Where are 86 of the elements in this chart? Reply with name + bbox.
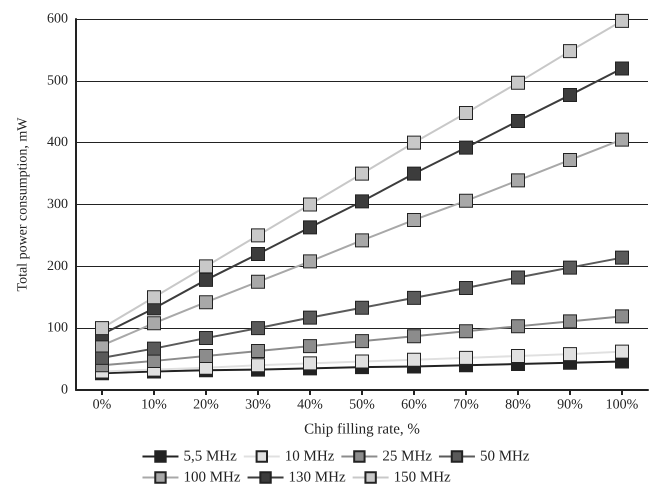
point bbox=[355, 194, 369, 208]
x-tick-label: 20% bbox=[193, 398, 220, 412]
y-tick-label: 0 bbox=[61, 382, 68, 398]
point bbox=[459, 324, 473, 338]
point bbox=[615, 132, 629, 147]
y-axis-title: Total power consumption, mW bbox=[16, 116, 30, 292]
y-tick-label: 400 bbox=[47, 135, 68, 150]
point bbox=[147, 342, 161, 356]
point bbox=[563, 152, 577, 167]
point bbox=[511, 76, 525, 90]
point bbox=[459, 140, 473, 155]
point bbox=[563, 44, 577, 58]
point bbox=[355, 166, 369, 181]
point bbox=[303, 254, 317, 268]
legend-label: 50 MHz bbox=[480, 448, 530, 464]
x-tick-label: 50% bbox=[349, 398, 376, 412]
x-tick-label: 40% bbox=[297, 398, 324, 412]
point bbox=[355, 300, 369, 315]
y-tick-label: 100 bbox=[47, 320, 68, 336]
point bbox=[303, 310, 317, 325]
point bbox=[407, 136, 421, 150]
x-axis-title: Chip filling rate, % bbox=[304, 422, 420, 438]
point bbox=[95, 321, 109, 336]
point bbox=[615, 14, 629, 28]
point bbox=[251, 274, 265, 289]
legend-label: 5,5 MHz bbox=[183, 448, 238, 464]
point bbox=[303, 198, 317, 212]
point bbox=[459, 194, 473, 208]
point bbox=[147, 354, 161, 368]
legend-label: 150 MHz bbox=[394, 470, 452, 486]
point bbox=[407, 352, 421, 367]
point bbox=[511, 173, 525, 188]
y-tick-label: 600 bbox=[47, 12, 68, 26]
point bbox=[459, 106, 473, 120]
point bbox=[615, 344, 629, 359]
point bbox=[615, 61, 629, 76]
point bbox=[251, 228, 265, 242]
point bbox=[511, 348, 525, 363]
point bbox=[407, 290, 421, 305]
y-tick-label: 500 bbox=[47, 73, 68, 88]
point bbox=[251, 246, 265, 261]
point bbox=[251, 358, 265, 372]
x-tick-label: 100% bbox=[606, 398, 639, 412]
point bbox=[563, 88, 577, 102]
point bbox=[303, 356, 317, 370]
point bbox=[251, 321, 265, 336]
point bbox=[563, 260, 577, 275]
point bbox=[199, 348, 213, 363]
x-tick-label: 80% bbox=[505, 398, 532, 412]
point bbox=[199, 295, 213, 310]
point bbox=[563, 347, 577, 362]
point bbox=[147, 290, 161, 304]
x-tick-label: 0% bbox=[92, 398, 112, 412]
point bbox=[355, 354, 369, 369]
x-tick-label: 70% bbox=[453, 398, 480, 412]
legend-label: 100 MHz bbox=[183, 470, 241, 486]
point bbox=[303, 220, 317, 234]
point bbox=[199, 259, 213, 274]
legend-label: 10 MHz bbox=[284, 448, 335, 464]
point bbox=[407, 212, 421, 227]
x-tick-label: 30% bbox=[245, 398, 272, 412]
y-tick-label: 200 bbox=[47, 258, 68, 274]
point bbox=[511, 270, 525, 284]
point bbox=[199, 331, 213, 346]
legend-label: 25 MHz bbox=[382, 448, 432, 464]
point bbox=[615, 309, 629, 324]
x-tick-label: 90% bbox=[557, 398, 584, 412]
point bbox=[147, 316, 161, 330]
y-tick-label: 300 bbox=[47, 197, 68, 212]
point bbox=[199, 272, 213, 287]
point bbox=[511, 114, 525, 128]
point bbox=[251, 344, 265, 358]
point bbox=[355, 334, 369, 348]
point bbox=[355, 233, 369, 248]
point bbox=[459, 350, 473, 365]
x-tick-label: 60% bbox=[401, 398, 428, 412]
point bbox=[511, 319, 525, 334]
point bbox=[407, 329, 421, 344]
point bbox=[303, 339, 317, 354]
point bbox=[95, 350, 109, 365]
x-tick-label: 10% bbox=[141, 398, 168, 412]
point bbox=[407, 166, 421, 181]
point bbox=[459, 280, 473, 295]
point bbox=[615, 250, 629, 265]
point bbox=[563, 314, 577, 328]
legend-label: 130 MHz bbox=[288, 470, 346, 486]
